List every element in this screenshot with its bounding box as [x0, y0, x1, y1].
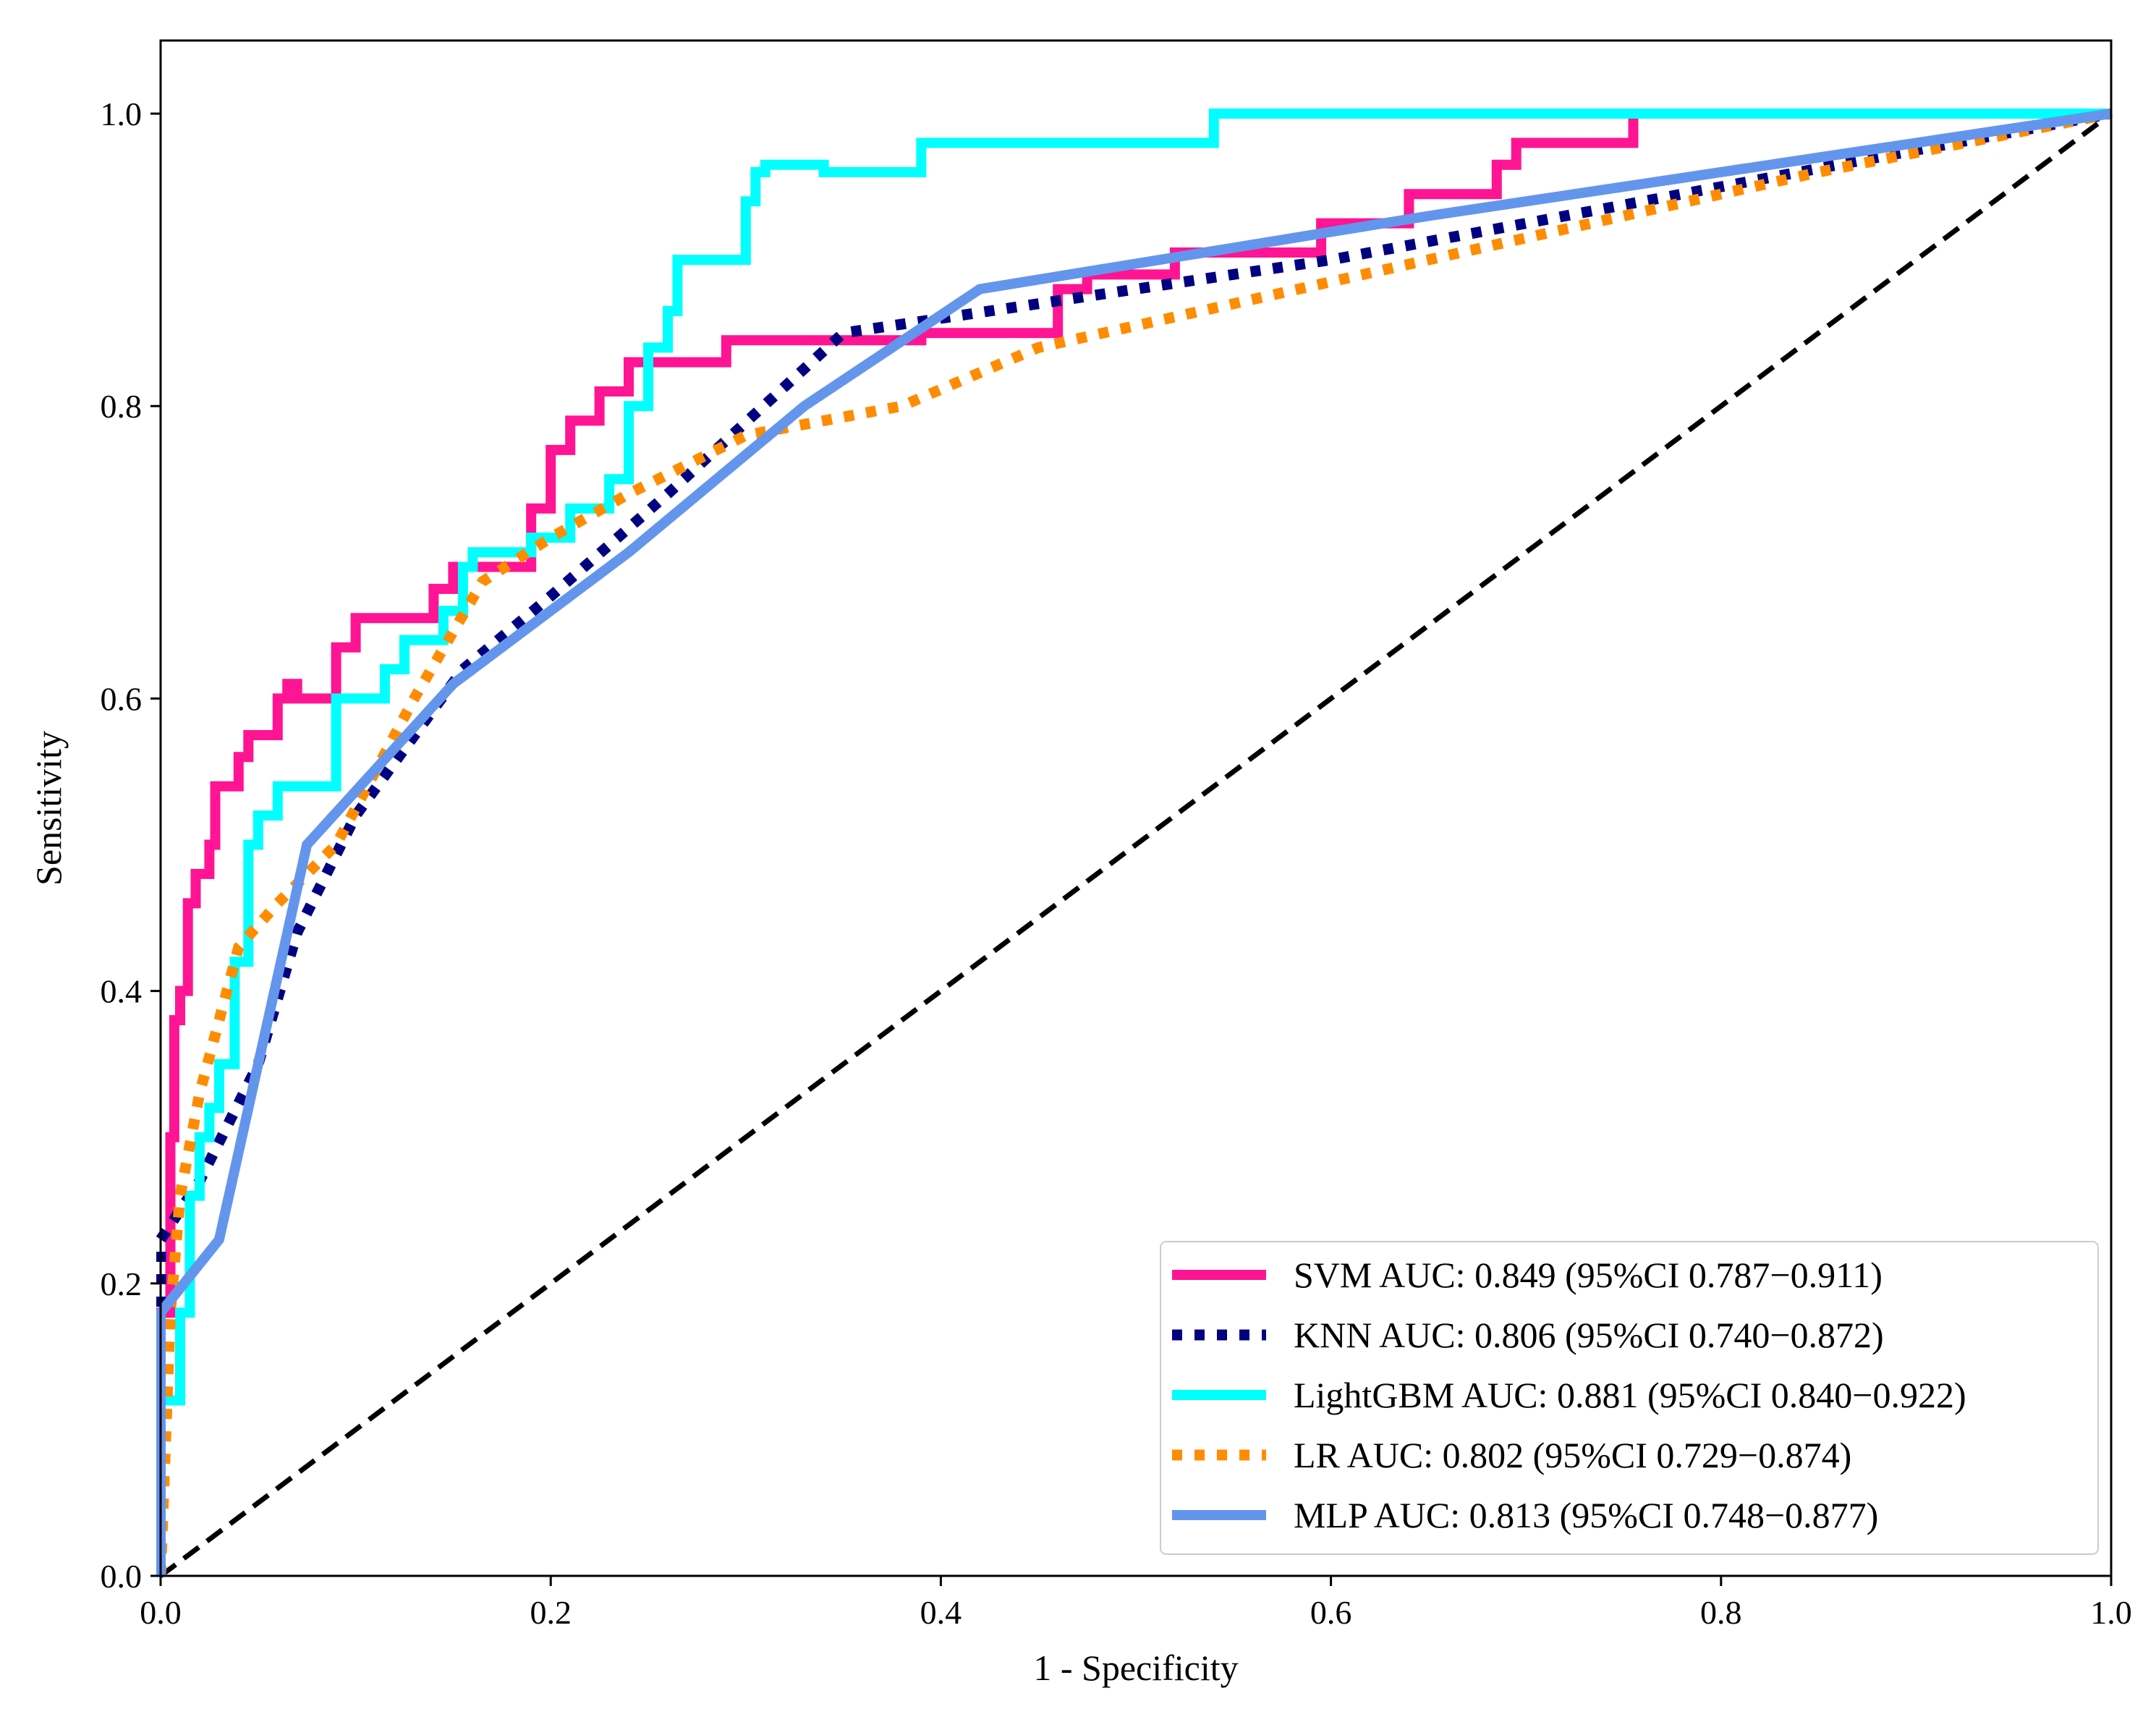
x-tick-label: 0.0 — [140, 1594, 182, 1631]
series-line-lr — [156, 108, 2113, 1577]
series-line-lightgbm — [156, 109, 2111, 1576]
plot-frame — [159, 39, 2113, 1577]
y-axis-label: Sensitivity — [28, 731, 69, 886]
legend-entries: SVM AUC: 0.849 (95%CI 0.787−0.911) KNN AU… — [1172, 1255, 1966, 1535]
legend-label: LR AUC: 0.802 (95%CI 0.729−0.874) — [1294, 1435, 1851, 1475]
legend: SVM AUC: 0.849 (95%CI 0.787−0.911) KNN AU… — [1160, 1241, 2099, 1555]
x-tick-label: 0.8 — [1700, 1594, 1742, 1631]
chance-diagonal-line — [158, 111, 2113, 1578]
legend-label: SVM AUC: 0.849 (95%CI 0.787−0.911) — [1294, 1255, 1883, 1295]
x-tick-label: 0.2 — [530, 1594, 572, 1631]
legend-entry-lr: LR AUC: 0.802 (95%CI 0.729−0.874) — [1172, 1435, 1851, 1475]
legend-label: KNN AUC: 0.806 (95%CI 0.740−0.872) — [1294, 1315, 1884, 1355]
y-tick-label: 0.2 — [101, 1265, 143, 1302]
x-tick-label: 1.0 — [2090, 1594, 2132, 1631]
x-axis: 0.0 0.2 0.4 0.6 0.8 1.0 — [140, 1576, 2132, 1631]
legend-entry-svm: SVM AUC: 0.849 (95%CI 0.787−0.911) — [1172, 1255, 1883, 1295]
x-tick-label: 0.6 — [1310, 1594, 1352, 1631]
legend-label: LightGBM AUC: 0.881 (95%CI 0.840−0.922) — [1294, 1375, 1966, 1415]
plot-area — [156, 108, 2113, 1578]
y-tick-label: 0.0 — [101, 1558, 143, 1595]
y-tick-label: 0.6 — [101, 680, 143, 717]
legend-label: MLP AUC: 0.813 (95%CI 0.748−0.877) — [1294, 1495, 1878, 1535]
legend-box — [1160, 1241, 2099, 1555]
x-tick-label: 0.4 — [920, 1594, 962, 1631]
legend-entry-mlp: MLP AUC: 0.813 (95%CI 0.748−0.877) — [1172, 1495, 1878, 1535]
legend-entry-lightgbm: LightGBM AUC: 0.881 (95%CI 0.840−0.922) — [1172, 1375, 1966, 1415]
y-axis: 0.0 0.2 0.4 0.6 0.8 1.0 — [101, 96, 161, 1595]
y-tick-label: 1.0 — [101, 96, 143, 132]
y-tick-label: 0.8 — [101, 388, 143, 425]
series-line-mlp — [156, 109, 2113, 1576]
legend-entry-knn: KNN AUC: 0.806 (95%CI 0.740−0.872) — [1172, 1315, 1884, 1355]
y-tick-label: 0.4 — [101, 973, 143, 1010]
series-line-knn — [156, 108, 2113, 1576]
x-axis-label: 1 - Specificity — [1033, 1647, 1238, 1688]
